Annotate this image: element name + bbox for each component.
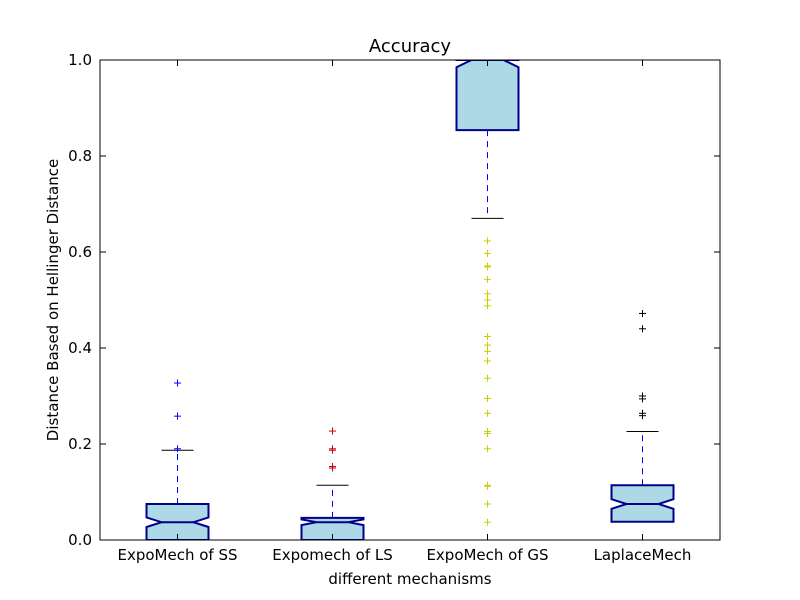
y-tick-label: 0.2 xyxy=(68,435,92,453)
x-axis-ticks: ExpoMech of SS Expomech of LS ExpoMech of … xyxy=(117,60,691,564)
outlier-marker xyxy=(639,309,646,317)
box-group-3 xyxy=(455,60,520,526)
outlier-marker xyxy=(329,445,336,453)
outlier-marker xyxy=(484,374,491,382)
y-tick-label: 0.8 xyxy=(68,147,92,165)
box-group-1 xyxy=(145,379,210,540)
outlier-marker xyxy=(484,357,491,365)
outlier-marker xyxy=(484,237,491,245)
outlier-marker xyxy=(484,262,491,270)
outlier-marker xyxy=(484,500,491,508)
y-tick-label: 0.0 xyxy=(68,531,92,549)
box-body xyxy=(455,60,520,132)
y-tick-label: 1.0 xyxy=(68,51,92,69)
outlier-marker xyxy=(174,379,181,387)
outlier-marker xyxy=(174,412,181,420)
outlier-marker xyxy=(484,341,491,349)
outlier-marker xyxy=(484,409,491,417)
outlier-marker xyxy=(329,427,336,435)
box-body xyxy=(300,516,365,540)
outlier-marker xyxy=(484,518,491,526)
x-axis-label: different mechanisms xyxy=(328,570,491,588)
y-axis-ticks: 0.0 0.2 0.4 0.6 0.8 1.0 xyxy=(68,51,720,549)
chart-title: Accuracy xyxy=(369,36,452,57)
outlier-marker xyxy=(484,481,491,489)
outlier-marker xyxy=(484,275,491,283)
outlier-marker xyxy=(484,290,491,298)
plot-frame xyxy=(99,59,721,541)
outlier-marker xyxy=(484,249,491,257)
outlier-marker xyxy=(174,445,181,453)
x-tick-label: LaplaceMech xyxy=(594,546,692,564)
x-tick-label: Expomech of LS xyxy=(272,546,393,564)
outlier-marker xyxy=(329,463,336,471)
outlier-marker xyxy=(639,409,646,417)
plot-area xyxy=(145,60,675,540)
box-group-4 xyxy=(610,309,675,523)
outlier-marker xyxy=(484,445,491,453)
outlier-marker xyxy=(484,347,491,355)
box-group-2 xyxy=(300,427,365,540)
outlier-marker xyxy=(484,296,491,304)
outlier-marker xyxy=(639,325,646,333)
outlier-marker xyxy=(639,392,646,400)
outlier-marker xyxy=(484,394,491,402)
outlier-marker xyxy=(484,428,491,436)
y-tick-label: 0.6 xyxy=(68,243,92,261)
x-tick-label: ExpoMech of GS xyxy=(426,546,548,564)
outlier-marker xyxy=(484,332,491,340)
y-axis-label: Distance Based on Hellinger Distance xyxy=(44,159,62,441)
y-tick-label: 0.4 xyxy=(68,339,92,357)
x-tick-label: ExpoMech of SS xyxy=(117,546,237,564)
